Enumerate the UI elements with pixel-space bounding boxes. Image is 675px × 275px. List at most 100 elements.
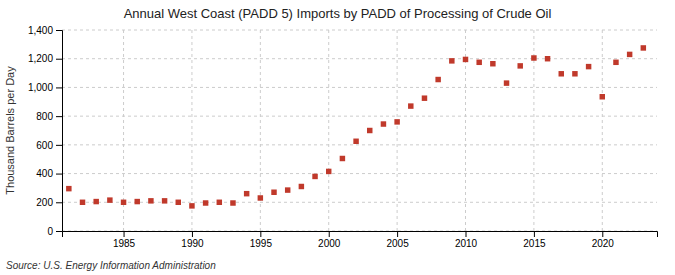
point xyxy=(408,103,413,108)
point xyxy=(230,200,235,205)
point xyxy=(627,52,632,57)
y-tick-mark xyxy=(56,231,62,232)
point xyxy=(340,156,345,161)
x-tick: 1985 xyxy=(113,231,136,249)
point xyxy=(312,174,317,179)
point xyxy=(531,55,536,60)
x-tick-mark xyxy=(466,231,467,237)
point xyxy=(258,195,263,200)
point xyxy=(162,198,167,203)
x-tick-label: 1990 xyxy=(181,238,204,249)
point xyxy=(299,184,304,189)
y-tick-label: 1,000 xyxy=(28,82,53,93)
x-tick: 1990 xyxy=(181,231,204,249)
point xyxy=(449,58,454,63)
point xyxy=(586,64,591,69)
y-tick-label: 600 xyxy=(36,140,53,151)
x-tick-mark xyxy=(192,231,193,237)
point xyxy=(285,187,290,192)
y-tick-mark xyxy=(56,59,62,60)
y-tick-label: 400 xyxy=(36,168,53,179)
y-tick-mark xyxy=(56,145,62,146)
x-tick-label: 2015 xyxy=(523,238,546,249)
point xyxy=(476,60,481,65)
points xyxy=(66,45,646,208)
point xyxy=(80,200,85,205)
x-tick-label: 2010 xyxy=(455,238,478,249)
y-axis-line xyxy=(56,31,63,232)
point xyxy=(367,128,372,133)
x-tick: 2000 xyxy=(318,231,341,249)
point xyxy=(148,198,153,203)
point xyxy=(545,56,550,61)
point xyxy=(517,63,522,68)
grid-line-y xyxy=(62,173,657,174)
grid-line-x xyxy=(602,30,603,231)
point xyxy=(641,45,646,50)
x-tick-label: 2005 xyxy=(386,238,409,249)
grid-line-y xyxy=(62,87,657,88)
point xyxy=(559,71,564,76)
point xyxy=(422,95,427,100)
y-tick: 1,400 xyxy=(28,25,62,36)
grid-line-x xyxy=(260,30,261,231)
x-tick: 1995 xyxy=(250,231,273,249)
point xyxy=(353,139,358,144)
point xyxy=(121,200,126,205)
y-tick-mark xyxy=(56,87,62,88)
x-tick-label: 1985 xyxy=(113,238,136,249)
y-tick: 0 xyxy=(47,226,62,237)
y-axis: 02004006008001,0001,2001,400 xyxy=(28,25,63,237)
y-tick-label: 800 xyxy=(36,111,53,122)
x-tick-label: 2000 xyxy=(318,238,341,249)
point xyxy=(463,57,468,62)
point xyxy=(107,197,112,202)
point xyxy=(244,191,249,196)
grid-line-y xyxy=(62,30,657,31)
title: Annual West Coast (PADD 5) Imports by PA… xyxy=(124,6,552,21)
point xyxy=(613,60,618,65)
point xyxy=(203,200,208,205)
y-tick-mark xyxy=(56,116,62,117)
grid-line-x xyxy=(191,30,192,231)
x-tick-label: 1995 xyxy=(250,238,273,249)
grid-line-x xyxy=(397,30,398,231)
point xyxy=(504,80,509,85)
y-tick-mark xyxy=(56,174,62,175)
point xyxy=(189,203,194,208)
point xyxy=(394,119,399,124)
x-axis-line xyxy=(63,232,658,238)
x-tick: 2010 xyxy=(455,231,478,249)
y-axis-label: Thousand Barrels per Day xyxy=(4,66,16,195)
grid-line-y xyxy=(62,58,657,59)
x-axis: 1985 1990 1995 2000 2005 2010 2015 2020 xyxy=(63,231,658,249)
point xyxy=(490,61,495,66)
point xyxy=(176,200,181,205)
point xyxy=(66,186,71,191)
point xyxy=(381,121,386,126)
x-tick-mark xyxy=(260,231,261,237)
y-tick: 400 xyxy=(36,168,62,179)
grid-line-y xyxy=(62,144,657,145)
point xyxy=(572,71,577,76)
point xyxy=(271,189,276,194)
y-tick: 800 xyxy=(36,111,62,122)
y-tick: 1,200 xyxy=(28,53,62,64)
chart: 1985199019952000200520102015202002004006… xyxy=(0,0,675,275)
grid xyxy=(62,30,657,231)
x-tick: 2015 xyxy=(523,231,546,249)
y-tick-label: 0 xyxy=(47,226,53,237)
plot-area: 1985199019952000200520102015202002004006… xyxy=(28,25,658,249)
y-tick-label: 1,400 xyxy=(28,25,53,36)
y-tick: 600 xyxy=(36,140,62,151)
y-tick-label: 1,200 xyxy=(28,53,53,64)
point xyxy=(326,169,331,174)
x-tick-label: 2020 xyxy=(592,238,615,249)
x-tick-mark xyxy=(397,231,398,237)
x-tick: 2020 xyxy=(592,231,615,249)
x-tick-mark xyxy=(534,231,535,237)
x-tick-mark xyxy=(329,231,330,237)
point xyxy=(600,94,605,99)
source: Source: U.S. Energy Information Administ… xyxy=(6,260,216,271)
y-tick: 1,000 xyxy=(28,82,62,93)
